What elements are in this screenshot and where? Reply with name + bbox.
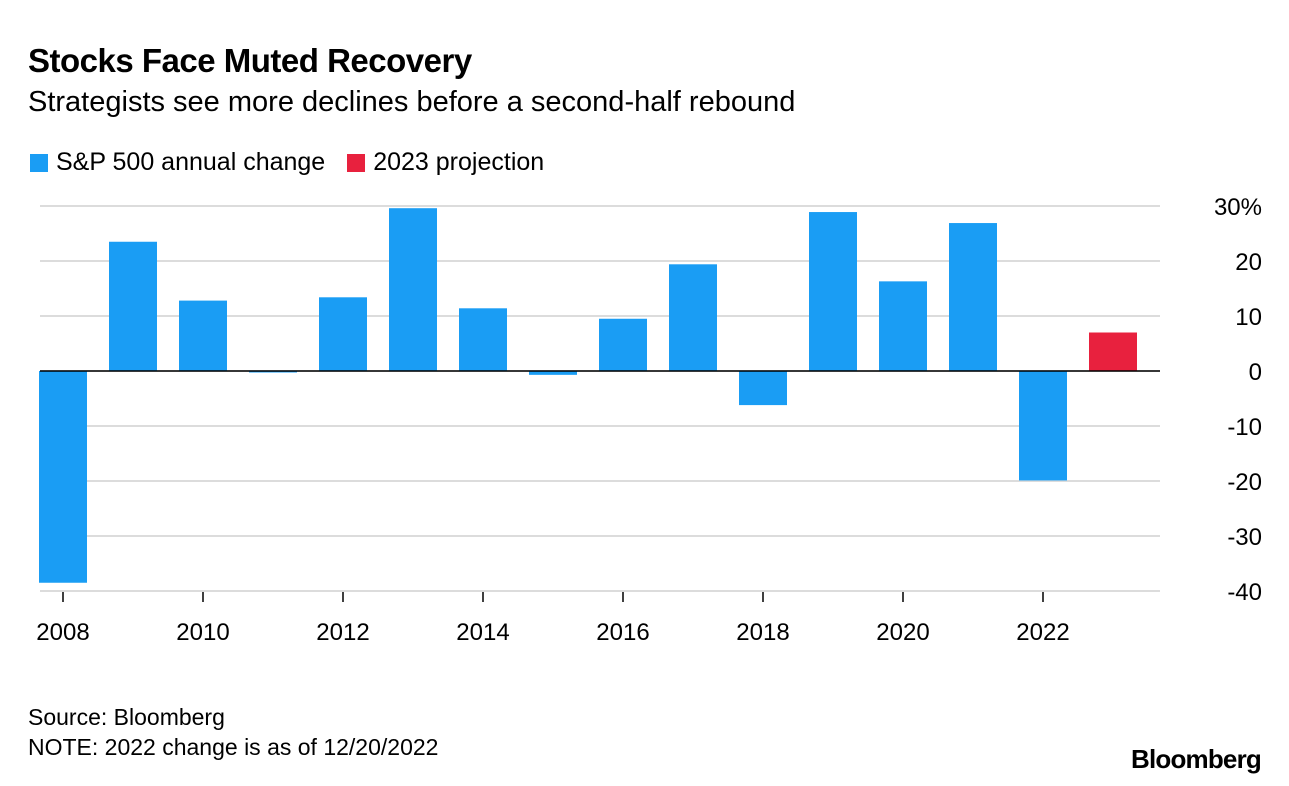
bar-2013	[389, 208, 437, 371]
chart-title: Stocks Face Muted Recovery	[28, 42, 472, 79]
y-tick-label: -40	[1227, 579, 1262, 606]
x-tick-label: 2010	[176, 619, 229, 646]
bar-2020	[879, 281, 927, 371]
x-tick-label: 2018	[736, 619, 789, 646]
y-tick-label: -10	[1227, 414, 1262, 441]
legend-item-sp500: S&P 500 annual change	[30, 148, 325, 177]
bar-2010	[179, 300, 227, 371]
bar-2012	[319, 297, 367, 371]
bar-2019	[809, 212, 857, 371]
y-tick-label: -30	[1227, 524, 1262, 551]
x-tick-label: 2022	[1016, 619, 1069, 646]
bloomberg-logo: Bloomberg	[1130, 744, 1262, 774]
bar-2016	[599, 318, 647, 371]
source-note: Source: Bloomberg	[28, 704, 225, 730]
bar-2008	[39, 371, 87, 583]
date-note: NOTE: 2022 change is as of 12/20/2022	[28, 734, 439, 760]
bar-2009	[109, 241, 157, 371]
legend: S&P 500 annual change 2023 projection	[30, 148, 566, 177]
x-tick-label: 2020	[876, 619, 929, 646]
legend-item-projection: 2023 projection	[347, 148, 544, 177]
x-tick-label: 2008	[36, 619, 89, 646]
y-tick-label: 20	[1235, 249, 1262, 276]
x-tick-label: 2012	[316, 619, 369, 646]
bar-2023	[1089, 332, 1137, 371]
x-tick-label: 2016	[596, 619, 649, 646]
bar-2018	[739, 371, 787, 406]
chart-subtitle: Strategists see more declines before a s…	[28, 86, 796, 118]
y-tick-label: -20	[1227, 469, 1262, 496]
bar-2017	[669, 264, 717, 371]
legend-swatch	[347, 153, 366, 172]
x-tick-label: 2014	[456, 619, 509, 646]
bar-2021	[949, 223, 997, 371]
bar-2014	[459, 308, 507, 371]
bar-2022	[1019, 371, 1067, 481]
bar-2015	[529, 371, 577, 375]
legend-label: 2023 projection	[373, 148, 545, 176]
legend-label: S&P 500 annual change	[56, 148, 326, 176]
y-tick-label: 30%	[1214, 194, 1262, 221]
y-tick-label: 0	[1249, 359, 1262, 386]
y-tick-label: 10	[1235, 304, 1262, 331]
legend-swatch	[30, 153, 48, 172]
